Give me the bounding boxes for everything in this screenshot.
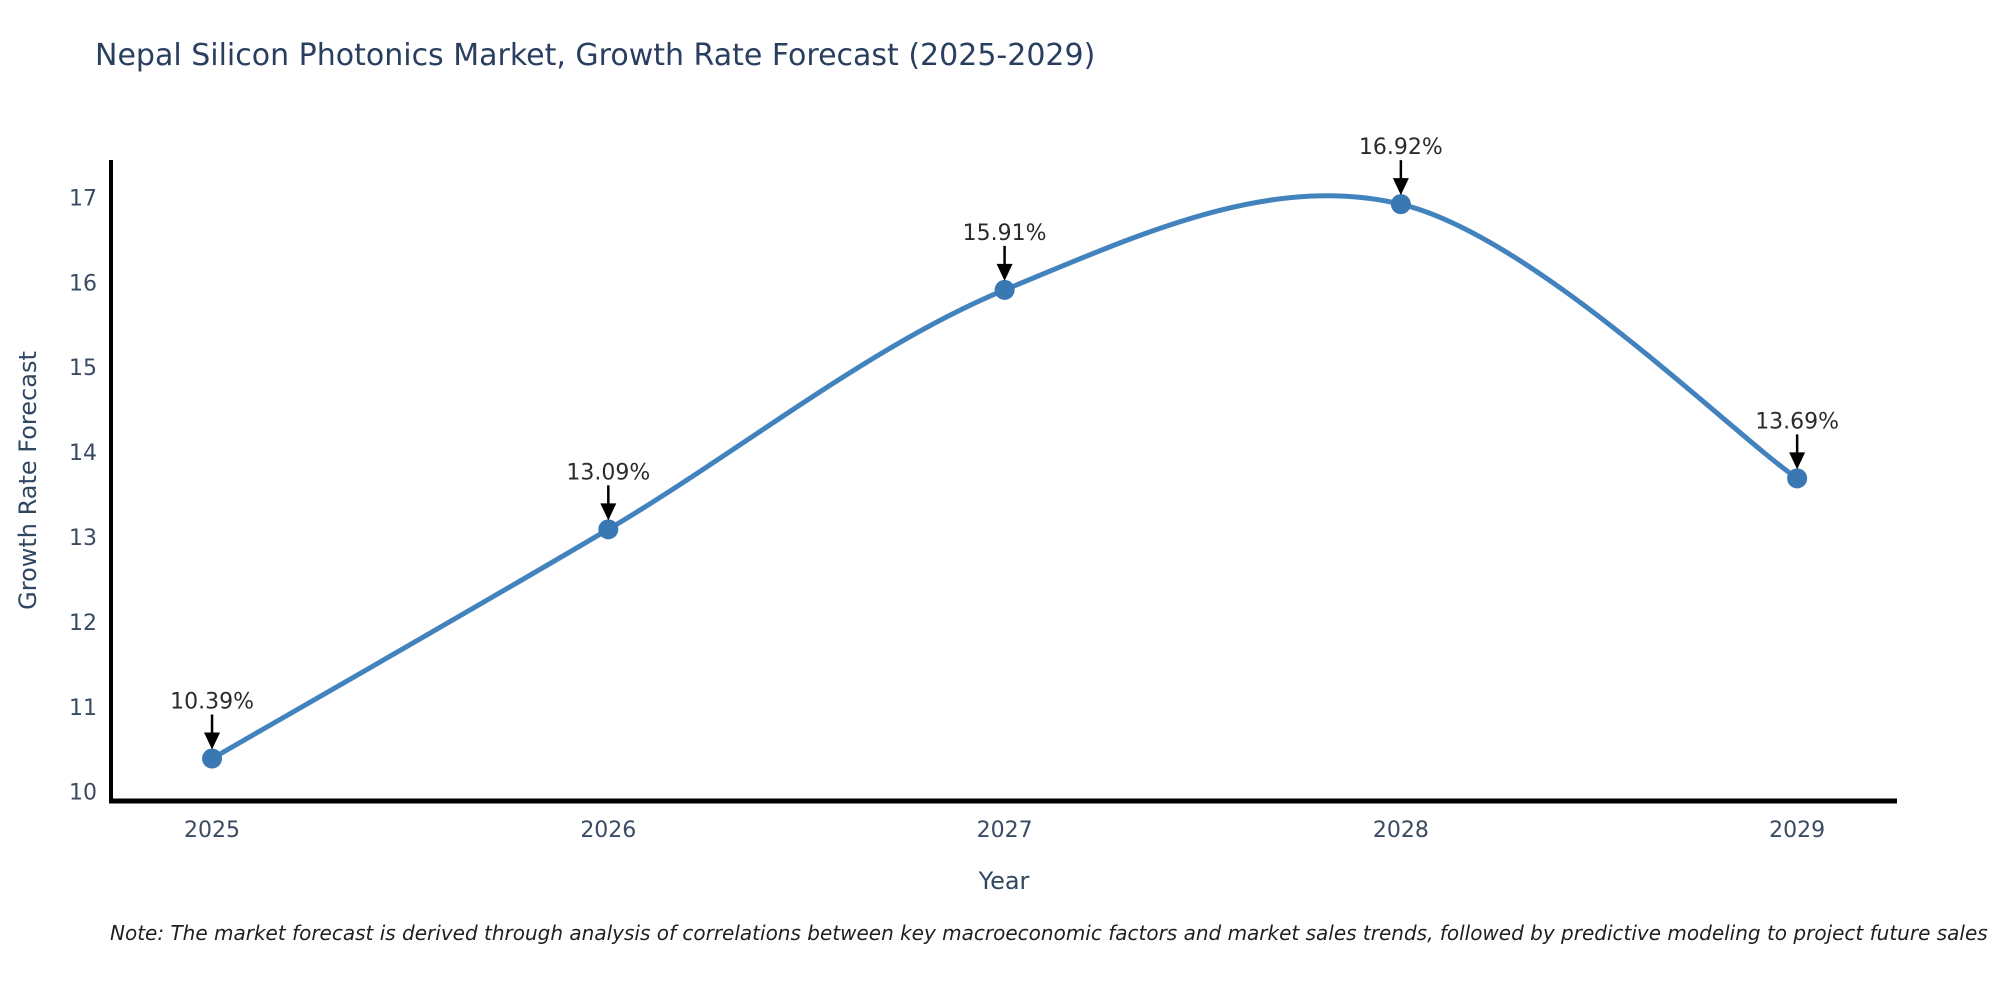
point-annotation-label: 10.39% bbox=[170, 690, 254, 715]
annotation-arrow-head bbox=[996, 263, 1013, 281]
y-tick-label: 11 bbox=[69, 696, 97, 721]
x-tick-label: 2027 bbox=[977, 818, 1033, 843]
y-tick-label: 12 bbox=[69, 611, 97, 636]
annotation-arrow-head bbox=[1789, 452, 1806, 470]
footnote: Note: The market forecast is derived thr… bbox=[110, 921, 1988, 945]
data-point bbox=[994, 279, 1015, 300]
y-tick-label: 17 bbox=[69, 186, 97, 211]
point-annotation-label: 15.91% bbox=[963, 221, 1047, 246]
data-point bbox=[1390, 194, 1411, 215]
annotation-arrow-head bbox=[600, 503, 617, 521]
y-axis-title: Growth Rate Forecast bbox=[14, 351, 42, 610]
x-tick-label: 2025 bbox=[184, 818, 240, 843]
y-tick-label: 13 bbox=[69, 526, 97, 551]
point-annotation-label: 13.09% bbox=[566, 460, 650, 485]
y-tick-label: 16 bbox=[69, 271, 97, 296]
y-tick-label: 10 bbox=[69, 781, 97, 806]
x-tick-label: 2026 bbox=[580, 818, 636, 843]
annotation-arrow-head bbox=[204, 732, 221, 750]
y-tick-label: 15 bbox=[69, 356, 97, 381]
annotation-arrow-head bbox=[1392, 178, 1409, 196]
point-annotation-label: 13.69% bbox=[1755, 409, 1839, 434]
data-point bbox=[202, 748, 223, 769]
x-tick-label: 2028 bbox=[1373, 818, 1429, 843]
x-tick-label: 2029 bbox=[1769, 818, 1825, 843]
data-point bbox=[1787, 468, 1808, 489]
data-point bbox=[598, 519, 619, 540]
y-tick-label: 14 bbox=[69, 441, 97, 466]
x-axis-title: Year bbox=[978, 867, 1030, 895]
point-annotation-label: 16.92% bbox=[1359, 135, 1443, 160]
chart-title: Nepal Silicon Photonics Market, Growth R… bbox=[95, 38, 1096, 73]
